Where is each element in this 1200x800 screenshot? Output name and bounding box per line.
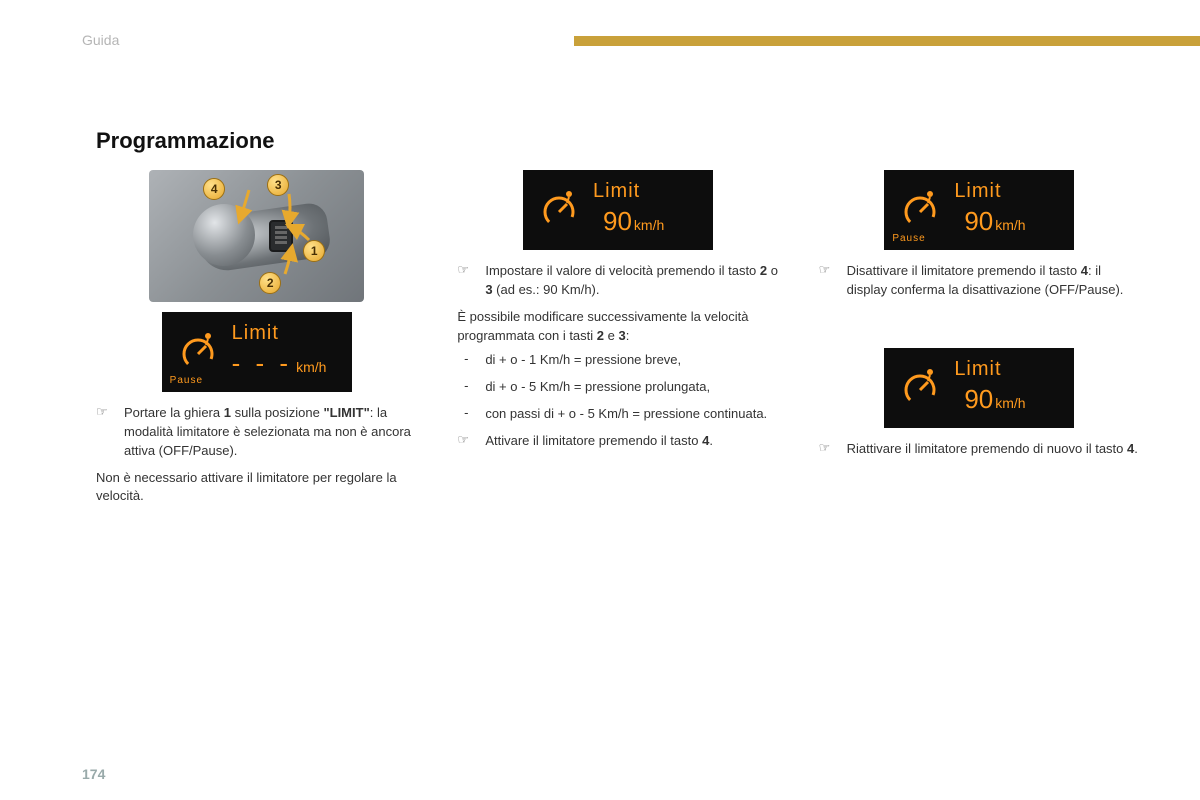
dash-bullet: -	[457, 351, 475, 376]
col3-bullet-2-text: Riattivare il limitatore premendo di nuo…	[847, 440, 1138, 459]
lcd-pause-label: Pause	[892, 233, 925, 244]
col2-dash-2-text: di + o - 5 Km/h = pressione prolungata,	[485, 378, 710, 397]
pointing-hand-icon: ☞	[96, 404, 114, 467]
stalk-control-figure: 4 3 1 2	[149, 170, 364, 302]
col3-bullet-1: ☞ Disattivare il limitatore premendo il …	[819, 262, 1140, 306]
lcd-display-pause-dashes: Limit - - -km/h Pause	[162, 312, 352, 392]
column-2: Limit 90km/h ☞ Impostare il valore di ve…	[457, 170, 778, 512]
col2-bullet-1: ☞ Impostare il valore di velocità premen…	[457, 262, 778, 306]
page-number: 174	[82, 766, 105, 782]
lcd-speed-value: 90	[964, 206, 993, 236]
header-accent-bar	[574, 36, 1200, 46]
col3-bullet-2: ☞ Riattivare il limitatore premendo di n…	[819, 440, 1140, 465]
lcd-value-dashes: - - -km/h	[232, 348, 327, 379]
lcd-unit: km/h	[995, 217, 1025, 233]
page-header: Guida	[82, 28, 1200, 52]
col2-dash-1-text: di + o - 1 Km/h = pressione breve,	[485, 351, 681, 370]
col2-bullet-2: ☞ Attivare il limitatore premendo il tas…	[457, 432, 778, 457]
pointing-hand-icon: ☞	[457, 432, 475, 457]
speed-limiter-icon	[537, 186, 581, 230]
lcd-value-90: 90km/h	[964, 206, 1025, 237]
page-title: Programmazione	[96, 128, 275, 154]
lcd-unit: km/h	[296, 359, 326, 375]
lcd-speed-value: 90	[964, 384, 993, 414]
lcd-limit-label: Limit	[593, 180, 640, 203]
lcd-display-90-active: Limit 90km/h	[884, 348, 1074, 428]
col2-dash-1: -di + o - 1 Km/h = pressione breve,	[457, 351, 778, 376]
pointing-hand-icon: ☞	[457, 262, 475, 306]
content-columns: 4 3 1 2 Limit - - -km/h Pause	[96, 170, 1140, 512]
lcd-pause-label: Pause	[170, 375, 203, 386]
lcd-display-90: Limit 90km/h	[523, 170, 713, 250]
lcd-speed-value: 90	[603, 206, 632, 236]
col3-bullet-1-text: Disattivare il limitatore premendo il ta…	[847, 262, 1140, 300]
speed-limiter-icon	[898, 186, 942, 230]
spacer	[819, 308, 1140, 348]
col2-bullet-1-text: Impostare il valore di velocità premendo…	[485, 262, 778, 300]
col2-mod-intro: È possibile modificare successivamente l…	[457, 308, 778, 346]
col1-bullet-1: ☞ Portare la ghiera 1 sulla posizione "L…	[96, 404, 417, 467]
col1-after-text: Non è necessario attivare il limitatore …	[96, 469, 417, 507]
lcd-limit-label: Limit	[954, 358, 1001, 381]
dash-bullet: -	[457, 378, 475, 403]
speed-limiter-icon	[898, 364, 942, 408]
lcd-unit: km/h	[995, 395, 1025, 411]
col2-dash-3-text: con passi di + o - 5 Km/h = pressione co…	[485, 405, 767, 424]
col2-dash-2: -di + o - 5 Km/h = pressione prolungata,	[457, 378, 778, 403]
dash-bullet: -	[457, 405, 475, 430]
column-3: Limit 90km/h Pause ☞ Disattivare il limi…	[819, 170, 1140, 512]
lcd-limit-label: Limit	[232, 322, 279, 345]
lcd-value-90: 90km/h	[603, 206, 664, 237]
pointing-hand-icon: ☞	[819, 440, 837, 465]
col1-bullet-1-text: Portare la ghiera 1 sulla posizione "LIM…	[124, 404, 417, 461]
col2-bullet-2-text: Attivare il limitatore premendo il tasto…	[485, 432, 713, 451]
lcd-display-pause-90: Limit 90km/h Pause	[884, 170, 1074, 250]
speed-limiter-icon	[176, 328, 220, 372]
lcd-value-90: 90km/h	[964, 384, 1025, 415]
column-1: 4 3 1 2 Limit - - -km/h Pause	[96, 170, 417, 512]
pointing-hand-icon: ☞	[819, 262, 837, 306]
lcd-dash-text: - - -	[232, 348, 292, 378]
lcd-unit: km/h	[634, 217, 664, 233]
lcd-limit-label: Limit	[954, 180, 1001, 203]
col2-dash-3: -con passi di + o - 5 Km/h = pressione c…	[457, 405, 778, 430]
callout-arrows-icon	[149, 170, 364, 302]
header-label: Guida	[82, 32, 119, 48]
